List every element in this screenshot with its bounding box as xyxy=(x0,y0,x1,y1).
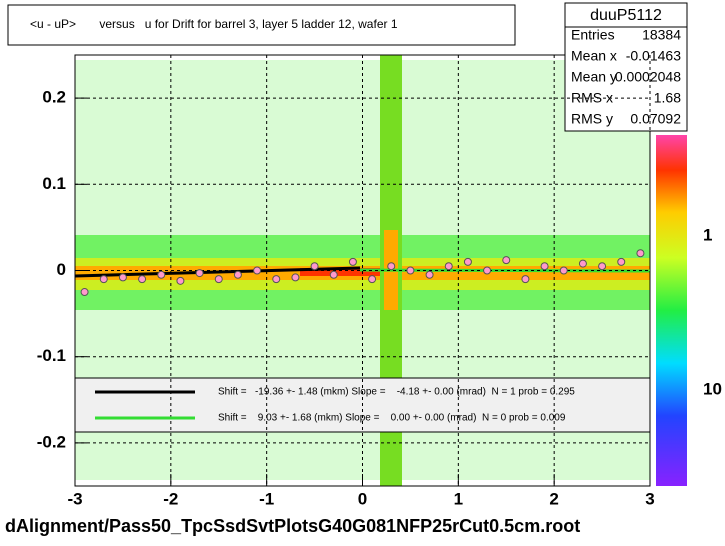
profile-point xyxy=(99,275,108,284)
title: <u - uP> versus u for Drift for barrel 3… xyxy=(30,17,398,31)
stats-value: 0.0002048 xyxy=(615,69,681,85)
profile-point xyxy=(598,262,607,271)
profile-point xyxy=(253,266,262,275)
x-tick-label: 2 xyxy=(549,489,558,508)
colorbar-label: 10 xyxy=(703,379,722,398)
title-box xyxy=(7,4,516,46)
profile-point xyxy=(559,266,568,275)
x-tick-label: -1 xyxy=(259,489,274,508)
legend-label: Shift = 9.03 +- 1.68 (mkm) Slope = 0.00 … xyxy=(218,413,566,424)
stats-label: Entries xyxy=(571,27,615,43)
profile-point xyxy=(310,262,319,271)
y-tick-label: -0.2 xyxy=(37,432,66,451)
profile-point xyxy=(425,270,434,279)
colorbar-label: 1 xyxy=(703,225,712,244)
profile-point xyxy=(118,273,127,282)
profile-point xyxy=(578,259,587,268)
y-tick-label: 0 xyxy=(57,260,66,279)
profile-point xyxy=(387,262,396,271)
y-tick-label: 0.1 xyxy=(42,174,66,193)
profile-point xyxy=(406,266,415,275)
stats-label: RMS y xyxy=(571,111,613,127)
stats-label: Mean x xyxy=(571,48,617,64)
x-tick-label: 1 xyxy=(454,489,463,508)
profile-point xyxy=(176,276,185,285)
x-tick-label: -2 xyxy=(163,489,178,508)
profile-point xyxy=(348,257,357,266)
profile-point xyxy=(157,270,166,279)
profile-point xyxy=(214,275,223,284)
stats-label: RMS x xyxy=(571,90,613,106)
stats-value: -0.01463 xyxy=(626,48,681,64)
stats-value: 18384 xyxy=(642,27,681,43)
fit-line xyxy=(359,268,651,273)
y-tick-label: 0.2 xyxy=(42,88,66,107)
stats-value: 1.68 xyxy=(654,90,681,106)
profile-point xyxy=(291,273,300,282)
y-tick-label: -0.1 xyxy=(37,346,66,365)
profile-point xyxy=(272,275,281,284)
profile-point xyxy=(636,249,645,258)
footer: dAlignment/Pass50_TpcSsdSvtPlotsG40G081N… xyxy=(5,516,580,536)
profile-point xyxy=(463,257,472,266)
profile-point xyxy=(483,266,492,275)
stats-label: Mean y xyxy=(571,69,617,85)
profile-point xyxy=(195,269,204,278)
legend-label: Shift = -19.36 +- 1.48 (mkm) Slope = -4.… xyxy=(218,387,575,398)
profile-point xyxy=(80,288,89,297)
profile-point xyxy=(138,275,147,284)
stats-value: 0.07092 xyxy=(630,111,681,127)
profile-point xyxy=(444,262,453,271)
color-bar xyxy=(656,135,687,486)
profile-point xyxy=(329,270,338,279)
profile-point xyxy=(540,262,549,271)
x-tick-label: 0 xyxy=(358,489,367,508)
x-tick-label: -3 xyxy=(67,489,82,508)
profile-point xyxy=(521,275,530,284)
stats-box xyxy=(564,2,688,132)
profile-point xyxy=(233,270,242,279)
profile-point xyxy=(617,257,626,266)
profile-point xyxy=(502,256,511,265)
stats-name: duuP5112 xyxy=(590,7,662,24)
x-tick-label: 3 xyxy=(645,489,654,508)
profile-point xyxy=(368,275,377,284)
